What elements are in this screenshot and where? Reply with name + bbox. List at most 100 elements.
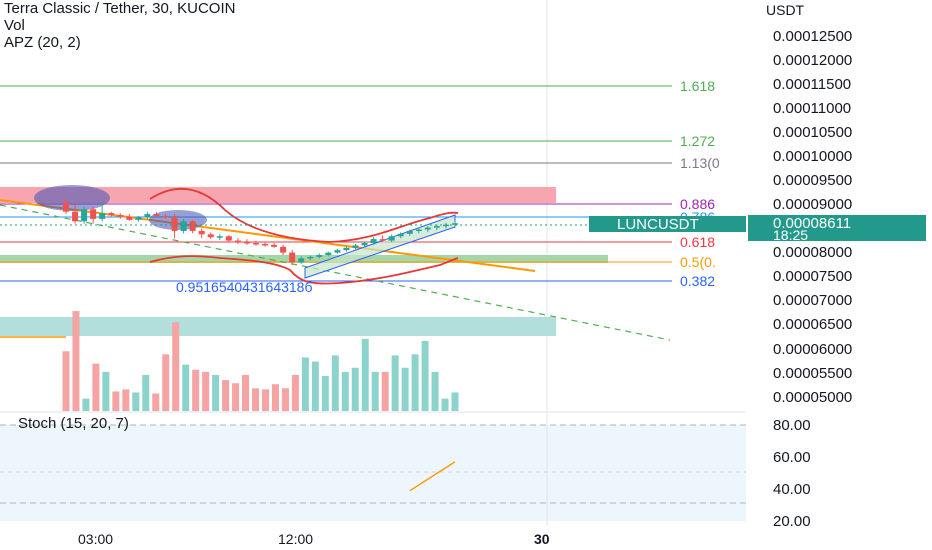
candle-body [63,202,69,212]
time-label-0300: 03:00 [78,531,113,547]
candle-body [415,229,422,231]
candle-body [180,221,187,231]
candle-body [452,223,458,225]
time-label-30: 30 [534,531,550,547]
candle-body [271,244,278,247]
stoch-panel-bg [0,425,746,521]
price-tick-label: 0.00007500 [773,268,852,285]
candle-body [90,209,97,219]
candle-body [352,245,359,248]
candles [63,199,458,266]
volume-bar [451,392,459,411]
volume-bar [132,392,140,411]
price-tick-label: 0.00011500 [773,76,851,93]
highlight-ellipse-left[interactable] [34,185,110,211]
candle-body [361,242,368,246]
price-tick-label: 0.00006000 [773,341,852,358]
highlight-ellipse-right[interactable] [149,210,207,230]
chart-header: Terra Classic / Tether, 30, KUCOIN Vol A… [4,0,235,51]
candle-body [343,247,350,251]
fib-level-label: 1.272 [680,133,715,149]
volume-bar [242,374,250,411]
volume-bar [431,371,439,411]
candle-body [108,213,115,216]
price-tick-label: 0.00009000 [773,196,852,213]
volume-bar [102,371,110,411]
volume-zone [0,317,556,336]
volume-bar [142,374,150,411]
volume-bar [72,311,80,411]
candle-body [316,255,323,257]
price-tag-countdown: 18:25 [773,227,808,243]
candle-body [424,227,431,230]
volume-bar [441,398,449,411]
volume-bar [122,389,130,411]
volume-bar [172,322,180,411]
candle-body [144,214,151,218]
candle-body [117,215,124,217]
stoch-k-line [409,461,456,492]
candle-body [280,246,287,253]
volume-bar [361,338,369,411]
volume-bar [301,357,309,411]
candle-body [162,216,169,218]
fib-level-label: 1.13(0 [680,155,720,171]
candle-body [207,234,214,238]
volume-bar [341,371,349,411]
measure-readout: 0.951654043164318б [176,279,313,295]
fib-level-label: 1.618 [680,78,715,94]
apz-lower-band [149,255,459,285]
price-tag-symbol: LUNCUSDT [617,216,699,233]
price-tick-label: 0.00012000 [773,52,852,69]
volume-bar [381,371,389,411]
candle-body [252,242,259,245]
stoch-indicator-label[interactable]: Stoch (15, 20, 7) [18,415,129,432]
volume-bar [222,380,230,411]
dashed-trendline [0,204,671,341]
volume-bar [401,367,409,411]
price-tick-label: 0.00008000 [773,244,852,261]
candle-body [126,216,133,220]
candle-body [225,236,232,241]
candle-body [153,214,160,217]
volume-bar [291,374,299,411]
price-axis[interactable]: 0.00012500 0.00012000 0.00011500 0.00011000… [773,28,852,406]
candle-body [198,230,205,235]
volume-bar [162,354,170,411]
resistance-zone [0,187,556,203]
candle-body [135,217,142,220]
volume-bar [152,393,160,411]
volume-bar [202,371,210,411]
volume-bar [371,371,379,411]
candle-body [298,258,305,263]
volume-bar [281,388,289,411]
volume-bar [232,383,240,411]
volume-bar [212,374,220,411]
price-tick-label: 0.00012500 [773,28,852,45]
apz-upper-band [149,187,459,243]
price-tick-label: 0.00005500 [773,365,852,382]
volume-bar [252,388,260,411]
fib-level-label: 0.382 [680,273,715,289]
volume-bar [261,389,269,411]
candle-body [216,236,223,238]
symbol-title[interactable]: Terra Classic / Tether, 30, KUCOIN [4,0,236,17]
volume-bar [112,391,120,411]
volume-bar [271,384,279,411]
volume-indicator-label[interactable]: Vol [4,17,25,34]
volume-bars [62,311,459,411]
volume-bar [411,354,419,411]
candle-body [234,240,241,243]
price-tick-label: 0.00009500 [773,172,852,189]
candle-body [243,242,250,244]
candle-body [171,216,178,231]
volume-bar [391,355,399,411]
stoch-axis[interactable]: 80.00 60.00 40.00 20.00 [773,417,811,530]
volume-bar [192,369,200,411]
apz-indicator-label[interactable]: APZ (20, 2) [4,34,81,51]
candle-body [81,209,88,222]
volume-bar [62,351,70,411]
volume-bar [311,361,319,411]
fib-level-label: 0.618 [680,234,715,250]
